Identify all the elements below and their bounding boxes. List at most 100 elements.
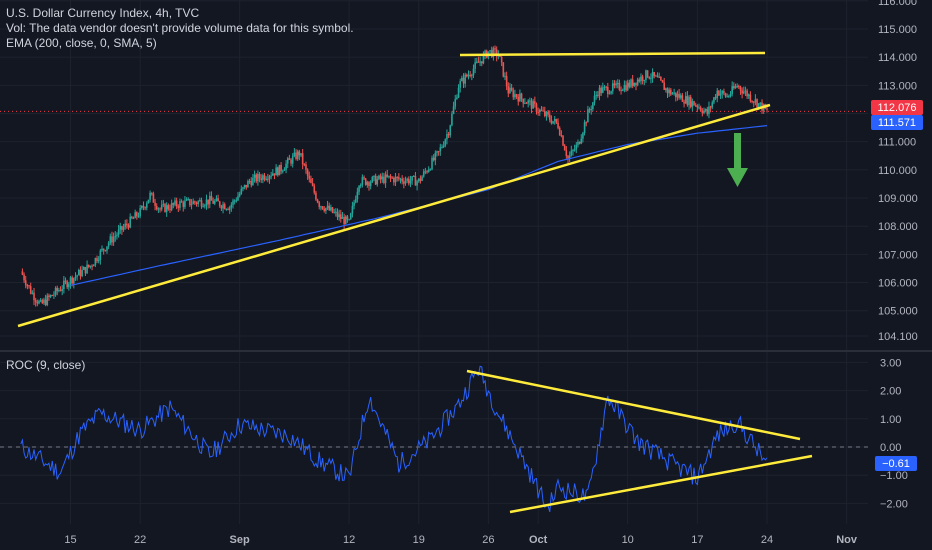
candle-body xyxy=(200,200,203,207)
candle-body xyxy=(530,100,533,109)
candle-body xyxy=(489,50,491,52)
candle-body xyxy=(109,236,112,243)
candle-body xyxy=(53,294,55,296)
candle-body xyxy=(376,179,379,185)
candle-body xyxy=(126,223,128,226)
candle-body xyxy=(238,193,241,197)
roc-upper-trendline[interactable] xyxy=(466,369,801,441)
roc-tick-label: 3.00 xyxy=(880,357,901,369)
price-tick-label: 111.000 xyxy=(878,137,916,149)
candle-body xyxy=(318,202,321,207)
candle-body xyxy=(668,89,670,94)
candle-body xyxy=(568,155,571,159)
candle-body xyxy=(560,135,563,137)
candle-body xyxy=(714,97,717,99)
trendline-drawings[interactable] xyxy=(17,51,813,514)
candle-body xyxy=(225,209,228,211)
candle-body xyxy=(374,175,377,185)
candle-body xyxy=(288,158,291,160)
candle-body xyxy=(56,287,59,292)
candle-body xyxy=(389,175,392,178)
candle-body xyxy=(670,89,672,95)
candle-body xyxy=(427,169,430,172)
time-tick-label: Oct xyxy=(529,534,548,546)
candle-body xyxy=(666,88,669,94)
candle-body xyxy=(535,103,538,113)
candle-body xyxy=(336,211,339,218)
candle-body xyxy=(252,177,254,186)
candle-body xyxy=(381,176,384,180)
candle-body xyxy=(429,169,432,171)
candle-body xyxy=(253,174,256,178)
candle-body xyxy=(512,90,515,98)
candle-body xyxy=(215,198,218,201)
candle-body xyxy=(102,248,105,251)
candle-body xyxy=(155,205,158,210)
candle-body xyxy=(534,101,536,104)
candle-body xyxy=(404,180,407,184)
candle-body xyxy=(335,211,337,213)
candle-body xyxy=(86,264,88,274)
time-axis[interactable]: 15 22 Sep 12 19 26 Oct 10 17 24 Nov xyxy=(64,534,857,546)
candle-body xyxy=(273,173,276,176)
candle-body xyxy=(432,157,435,161)
candle-body xyxy=(295,152,297,159)
candle-body xyxy=(454,99,457,107)
roc-legend-label[interactable]: ROC (9, close) xyxy=(6,358,86,372)
candle-body xyxy=(678,93,680,98)
candle-body xyxy=(112,237,115,243)
candle-body xyxy=(442,145,445,147)
roc-legend[interactable]: ROC (9, close) xyxy=(6,358,85,373)
candle-body xyxy=(479,61,481,63)
candle-body xyxy=(260,178,263,180)
candle-body xyxy=(174,200,176,205)
rising-support-trendline[interactable] xyxy=(17,103,771,328)
candle-body xyxy=(565,150,568,157)
horizontal-resistance-trendline[interactable] xyxy=(459,51,766,57)
candle-body xyxy=(744,90,747,92)
candle-body xyxy=(661,80,664,83)
candle-body xyxy=(81,269,83,277)
roc-axis[interactable]: 3.00 2.00 1.00 0.00 −1.00 −2.00 xyxy=(880,357,908,510)
candle-body xyxy=(766,108,768,110)
candle-body xyxy=(267,178,269,180)
candle-body xyxy=(723,91,725,94)
roc-value-label: −0.61 xyxy=(882,458,910,470)
main-legend[interactable]: U.S. Dollar Currency Index, 4h, TVC Vol:… xyxy=(6,6,354,51)
ema-value-pill: 111.571 xyxy=(871,115,923,130)
candle-body xyxy=(393,177,395,183)
candle-body xyxy=(474,62,476,69)
candle-body xyxy=(739,86,742,91)
candle-body xyxy=(298,151,301,156)
candle-body xyxy=(621,90,624,92)
candle-body xyxy=(396,176,398,178)
candle-body xyxy=(301,153,304,165)
candle-body xyxy=(412,175,415,177)
candle-body xyxy=(694,105,697,107)
candle-body xyxy=(539,109,541,113)
candle-body xyxy=(607,87,609,94)
candle-body xyxy=(502,62,505,77)
candle-body xyxy=(222,204,224,209)
candle-body xyxy=(505,76,508,87)
roc-lower-trendline[interactable] xyxy=(509,454,813,514)
candle-body xyxy=(160,205,163,210)
candle-body xyxy=(152,193,155,203)
candle-body xyxy=(68,283,70,288)
candle-body xyxy=(320,206,322,208)
candle-body xyxy=(681,95,684,102)
candle-body xyxy=(325,207,327,211)
candle-body xyxy=(519,93,521,102)
candle-body xyxy=(114,235,117,238)
ema-legend[interactable]: EMA (200, close, 0, SMA, 5) xyxy=(6,36,157,50)
candle-body xyxy=(344,216,347,225)
candle-body xyxy=(240,188,243,194)
candle-body xyxy=(187,199,190,201)
symbol-title[interactable]: U.S. Dollar Currency Index, 4h, TVC xyxy=(6,6,200,20)
candle-body xyxy=(170,203,173,210)
down-arrow-drawing[interactable] xyxy=(727,133,748,187)
candle-body xyxy=(223,204,226,210)
candle-body xyxy=(92,264,95,267)
